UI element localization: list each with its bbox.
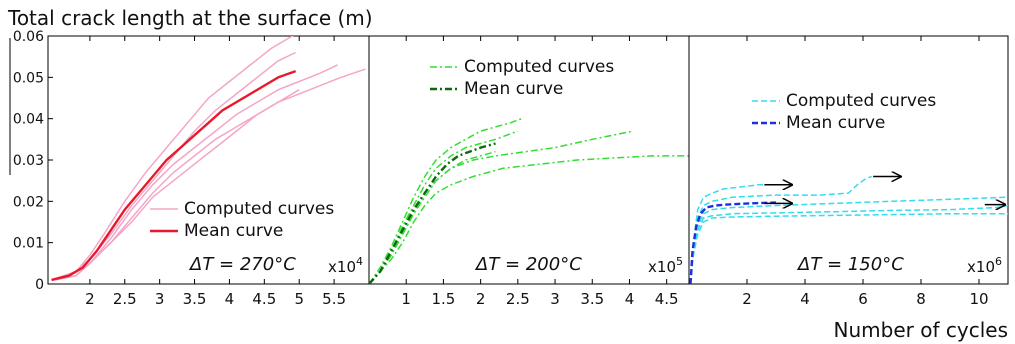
x-tick-label: 1.5 (431, 290, 455, 308)
computed-curve-line (51, 64, 338, 281)
legend-label-computed: Computed curves (184, 199, 334, 219)
computed-curve-line (54, 68, 366, 281)
x-multiplier-label: x104 (328, 255, 363, 276)
x-multiplier-label: x105 (648, 255, 683, 276)
y-tick-label: 0.05 (13, 70, 44, 86)
y-tick-label: 0 (35, 277, 44, 293)
x-tick-label: 3.5 (183, 290, 207, 308)
computed-curve-line (689, 184, 776, 284)
computed-curve-line (369, 117, 522, 284)
x-tick-label: 5 (294, 290, 304, 308)
plot-frame (688, 35, 1009, 285)
mean-curve-line (51, 69, 297, 282)
x-tick-label: 2 (85, 290, 95, 308)
y-tick-label: 0.02 (13, 194, 44, 210)
delta-t-annotation: ΔT = 200°C (474, 254, 582, 275)
y-tick-label: 0.03 (13, 153, 44, 169)
x-tick-label: 6 (858, 290, 868, 308)
y-axis-title: Total crack length at the surface (m) (7, 6, 373, 30)
y-tick-label: 0.01 (13, 236, 44, 252)
computed-curve-line (689, 212, 1008, 284)
computed-curve-line (369, 155, 689, 284)
x-axis-title: Number of cycles (834, 318, 1008, 342)
mean-curve-line (369, 142, 496, 284)
computed-curve-line (51, 51, 297, 281)
x-multiplier-label: x106 (967, 255, 1002, 276)
computed-curve-line (51, 36, 294, 281)
y-tick-label: 0.04 (13, 112, 44, 128)
x-tick-label: 4 (800, 290, 810, 308)
legend-label-computed: Computed curves (786, 91, 936, 111)
computed-curve-line (54, 89, 300, 281)
x-tick-label: 2 (742, 290, 752, 308)
x-tick-label: 3.5 (580, 290, 604, 308)
x-tick-label: 2.5 (113, 290, 137, 308)
delta-t-annotation: ΔT = 150°C (796, 254, 904, 275)
x-tick-label: 4.5 (655, 290, 679, 308)
legend-label-mean: Mean curve (464, 79, 563, 99)
x-tick-label: 4 (225, 290, 235, 308)
x-tick-label: 5.5 (322, 290, 346, 308)
x-tick-label: 1 (401, 290, 411, 308)
computed-curve-line (689, 204, 1008, 284)
x-tick-label: 10 (969, 290, 988, 308)
x-tick-label: 2 (476, 290, 486, 308)
delta-t-annotation: ΔT = 270°C (188, 254, 296, 275)
legend-label-mean: Mean curve (786, 113, 885, 133)
x-tick-label: 2.5 (506, 290, 530, 308)
legend-label-mean: Mean curve (184, 221, 283, 241)
y-tick-label: 0.06 (13, 29, 44, 45)
x-tick-label: 3 (550, 290, 560, 308)
x-tick-label: 3 (155, 290, 165, 308)
mean-curve-line (689, 201, 777, 284)
legend-label-computed: Computed curves (464, 57, 614, 77)
x-tick-label: 4.5 (252, 290, 276, 308)
x-tick-label: 8 (916, 290, 926, 308)
panel-dt-270: 2 2.5 3 3.5 4 4.5 5 5.5 0 0.01 0.02 0.03 0.04 0.05 0.0… (13, 29, 370, 308)
x-tick-label: 4 (625, 290, 635, 308)
